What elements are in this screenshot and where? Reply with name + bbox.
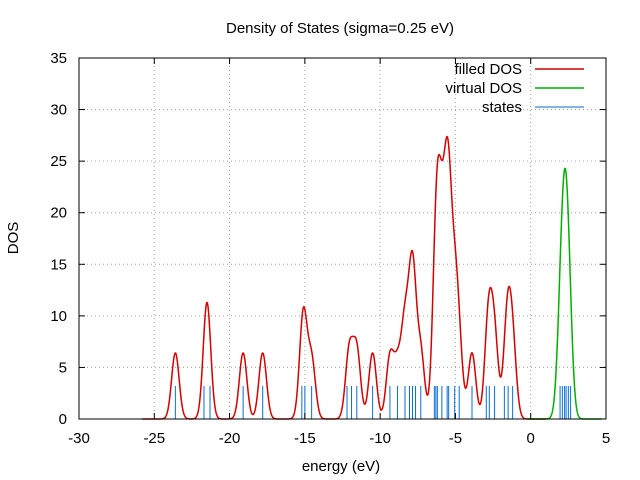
y-tick-label: 35: [50, 50, 67, 67]
y-tick-label: 0: [59, 411, 67, 428]
y-axis-label: DOS: [5, 222, 22, 255]
plot-area: [141, 135, 602, 420]
y-tick-label: 20: [50, 205, 67, 222]
series-line-virtual-dos: [527, 167, 602, 420]
legend-label: filled DOS: [454, 61, 522, 78]
y-tick-label: 15: [50, 256, 67, 273]
x-tick-label: 0: [527, 430, 535, 447]
legend: filled DOS virtual DOS states: [445, 61, 584, 116]
series-line-filled-dos: [141, 135, 547, 420]
x-tick-label: -10: [369, 430, 391, 447]
y-tick-label: 25: [50, 153, 67, 170]
x-tick-label: 5: [602, 430, 610, 447]
x-tick-label: -30: [68, 430, 90, 447]
chart-title: Density of States (sigma=0.25 eV): [226, 20, 454, 37]
x-tick-label: -25: [143, 430, 165, 447]
y-tick-label: 10: [50, 308, 67, 325]
gridlines: [79, 58, 606, 419]
legend-label: states: [482, 99, 522, 116]
y-tick-label: 5: [59, 359, 67, 376]
x-tick-label: -15: [294, 430, 316, 447]
x-axis-label: energy (eV): [302, 458, 380, 475]
y-tick-label: 30: [50, 102, 67, 119]
axis-ticks: -30 -25 -20 -15 -10 -5 0 5 0 5 10 15 20 25 30 35: [50, 50, 610, 447]
legend-label: virtual DOS: [445, 80, 522, 97]
x-tick-label: -5: [449, 430, 462, 447]
x-tick-label: -20: [219, 430, 241, 447]
plot-border: [78, 57, 607, 420]
